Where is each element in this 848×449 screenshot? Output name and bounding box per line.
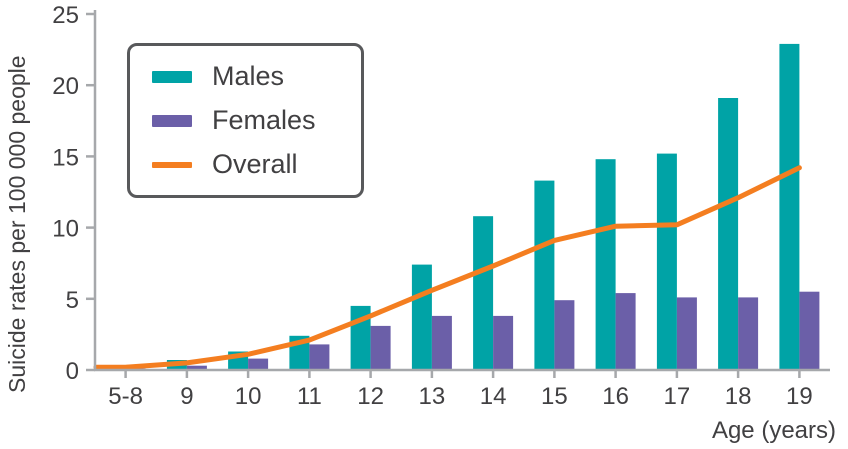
- bar-males-14: [473, 216, 494, 370]
- x-tick-label: 11: [297, 383, 322, 410]
- y-tick-label: 25: [52, 2, 79, 29]
- legend: Males Females Overall: [127, 43, 364, 198]
- x-tick-label: 15: [541, 383, 568, 410]
- bar-females-9: [186, 365, 207, 370]
- bar-females-11: [309, 344, 330, 370]
- x-tick-label: 17: [664, 383, 691, 410]
- x-tick-label: 14: [480, 383, 507, 410]
- bar-males-13: [411, 264, 432, 370]
- bar-females-10: [248, 358, 269, 370]
- legend-label-males: Males: [212, 61, 285, 91]
- x-tick-label: 19: [786, 383, 813, 410]
- bar-females-12: [370, 325, 391, 370]
- y-tick-label: 5: [66, 287, 79, 314]
- bar-males-18: [718, 98, 739, 370]
- legend-item-females: Females: [152, 107, 345, 134]
- x-tick-label: 16: [602, 383, 629, 410]
- legend-label-females: Females: [212, 105, 316, 135]
- y-tick-label: 0: [66, 358, 79, 385]
- males-color-swatch: [152, 70, 192, 83]
- bar-females-13: [431, 315, 452, 370]
- bar-females-16: [615, 293, 636, 370]
- bar-females-18: [738, 297, 759, 370]
- y-tick-label: 10: [52, 216, 79, 243]
- legend-label-overall: Overall: [212, 149, 298, 179]
- x-axis-label: Age (years): [711, 417, 836, 444]
- bar-males-15: [534, 180, 555, 370]
- x-tick-label: 18: [725, 383, 752, 410]
- x-tick-label: 10: [235, 383, 262, 410]
- y-axis-label: Suicide rates per 100 000 people: [4, 55, 30, 394]
- bar-females-15: [554, 300, 575, 370]
- bar-males-19: [779, 43, 800, 371]
- x-tick-label: 5-8: [108, 383, 143, 410]
- legend-item-overall: Overall: [152, 151, 345, 178]
- bar-females-19: [799, 291, 820, 370]
- bar-females-17: [676, 297, 697, 370]
- legend-item-males: Males: [152, 63, 345, 90]
- overall-line: [93, 165, 802, 370]
- x-tick-label: 12: [357, 383, 384, 410]
- y-tick-label: 20: [52, 73, 79, 100]
- bar-males-16: [595, 159, 616, 370]
- y-tick-label: 15: [52, 144, 79, 171]
- bar-females-14: [493, 315, 514, 370]
- overall-color-swatch: [152, 161, 192, 168]
- bar-males-17: [656, 153, 677, 370]
- x-tick-label: 13: [419, 383, 446, 410]
- x-tick-label: 9: [180, 383, 193, 410]
- females-color-swatch: [152, 114, 192, 127]
